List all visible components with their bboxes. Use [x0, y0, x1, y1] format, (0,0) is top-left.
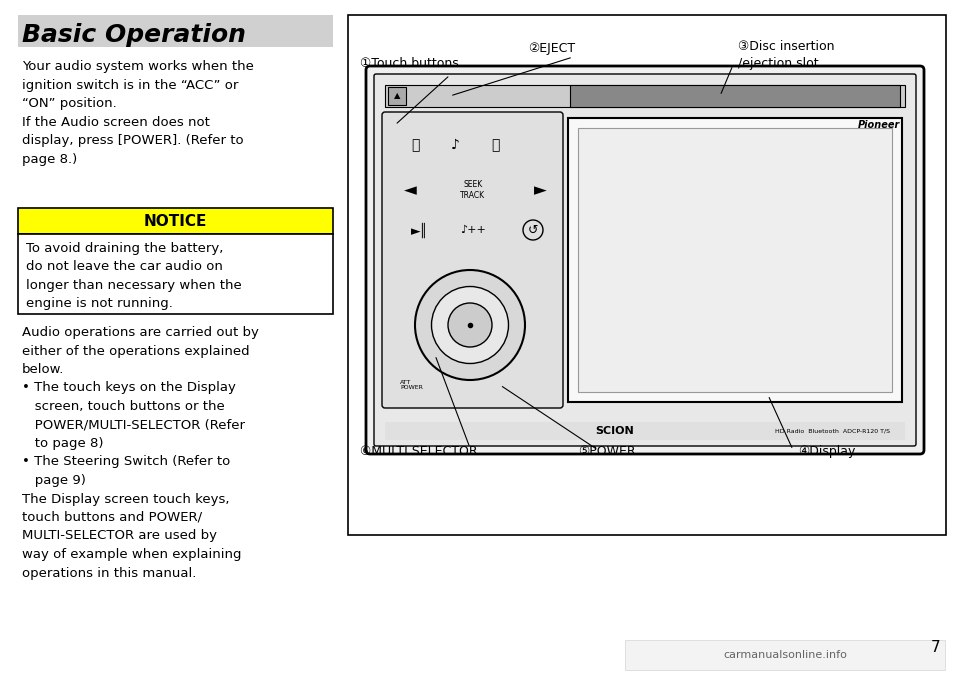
Text: 📱: 📱	[411, 138, 420, 152]
Text: ⑥MULTI SELECTOR: ⑥MULTI SELECTOR	[360, 445, 478, 458]
Text: ATT
POWER: ATT POWER	[400, 380, 422, 390]
Text: carmanualsonline.info: carmanualsonline.info	[723, 650, 847, 660]
Text: ♪++: ♪++	[460, 225, 486, 235]
Text: ♪: ♪	[450, 138, 460, 152]
Text: ◄: ◄	[403, 181, 417, 199]
FancyBboxPatch shape	[578, 128, 892, 392]
Text: ②EJECT: ②EJECT	[528, 42, 575, 55]
Text: ①Touch buttons: ①Touch buttons	[360, 57, 459, 70]
Text: ④Display: ④Display	[798, 445, 855, 458]
Text: Your audio system works when the
ignition switch is in the “ACC” or
“ON” positio: Your audio system works when the ignitio…	[22, 60, 253, 165]
Text: 7: 7	[930, 640, 940, 655]
FancyBboxPatch shape	[18, 208, 333, 234]
FancyBboxPatch shape	[366, 66, 924, 454]
Text: ⑤POWER: ⑤POWER	[578, 445, 636, 458]
Bar	[388, 87, 406, 105]
Text: Pioneer: Pioneer	[857, 120, 900, 130]
FancyBboxPatch shape	[348, 15, 946, 535]
Text: 🔧: 🔧	[491, 138, 499, 152]
Text: ►: ►	[534, 181, 546, 199]
Text: NOTICE: NOTICE	[144, 213, 207, 229]
FancyBboxPatch shape	[382, 112, 563, 408]
Bar	[385, 422, 905, 440]
Circle shape	[415, 270, 525, 380]
Text: Basic Operation: Basic Operation	[22, 23, 246, 47]
Text: SCION: SCION	[595, 426, 635, 436]
Bar	[385, 85, 905, 107]
FancyBboxPatch shape	[374, 74, 916, 446]
Circle shape	[448, 303, 492, 347]
Circle shape	[431, 286, 509, 364]
Text: SEEK
TRACK: SEEK TRACK	[461, 180, 486, 200]
FancyBboxPatch shape	[18, 15, 333, 47]
FancyBboxPatch shape	[18, 234, 333, 314]
FancyBboxPatch shape	[568, 118, 902, 402]
Text: ▲: ▲	[394, 91, 400, 100]
Bar	[570, 85, 900, 107]
Text: ►║: ►║	[412, 222, 428, 238]
FancyBboxPatch shape	[625, 640, 945, 670]
Text: Audio operations are carried out by
either of the operations explained
below.
• : Audio operations are carried out by eith…	[22, 326, 259, 580]
Text: HD Radio  Bluetooth  ADCP-R120 T/S: HD Radio Bluetooth ADCP-R120 T/S	[775, 429, 890, 433]
Text: To avoid draining the battery,
do not leave the car audio on
longer than necessa: To avoid draining the battery, do not le…	[26, 242, 242, 311]
Text: ③Disc insertion
/ejection slot: ③Disc insertion /ejection slot	[738, 40, 834, 70]
Text: ↺: ↺	[528, 223, 539, 236]
